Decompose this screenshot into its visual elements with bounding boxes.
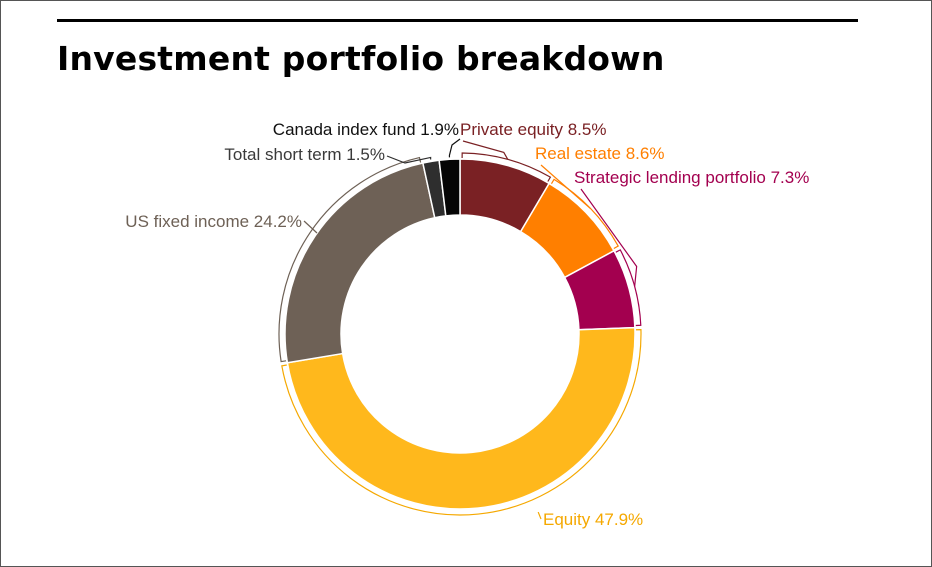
label-us-fixed-income: US fixed income 24.2%	[125, 212, 302, 231]
chart-title: Investment portfolio breakdown	[57, 39, 665, 78]
leader-equity-connector	[537, 511, 542, 520]
slice-equity	[286, 326, 636, 510]
label-private-equity: Private equity 8.5%	[460, 120, 606, 139]
label-canada-index-fund: Canada index fund 1.9%	[273, 120, 459, 139]
label-equity: Equity 47.9%	[543, 510, 643, 529]
leader-real-estate-connector	[540, 164, 591, 210]
leader-us-fixed-income	[278, 156, 422, 363]
slice-canada-index-fund	[438, 158, 461, 217]
label-real-estate: Real estate 8.6%	[535, 144, 664, 163]
leader-canada-index-fund	[448, 138, 461, 158]
top-rule	[57, 19, 858, 22]
leader-equity	[281, 329, 642, 516]
label-strategic-lending-portfolio: Strategic lending portfolio 7.3%	[574, 168, 809, 187]
leader-strategic-lending-connector	[580, 188, 638, 287]
leader-total-short-term	[386, 155, 432, 164]
label-total-short-term: Total short term 1.5%	[224, 145, 385, 164]
slice-us-fixed-income	[284, 162, 436, 364]
leader-strategic-lending-portfolio	[615, 249, 642, 327]
leader-private-equity-connector	[462, 140, 509, 160]
leader-private-equity	[461, 152, 552, 182]
leader-us-fixed-income-connector	[303, 220, 318, 234]
